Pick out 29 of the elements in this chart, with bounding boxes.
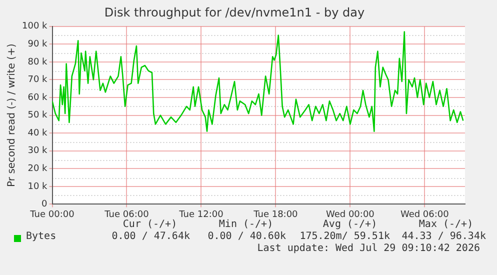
x-tick-label: Tue 12:00 xyxy=(178,210,224,220)
x-tick-label: Tue 18:00 xyxy=(252,210,298,220)
chart-title: Disk throughput for /dev/nvme1n1 - by day xyxy=(104,5,365,20)
y-tick-label: 90 k xyxy=(28,40,48,50)
text: Min (-/+) xyxy=(218,219,274,230)
y-tick-label: 60 k xyxy=(28,92,48,103)
x-tick-label: Tue 06:00 xyxy=(104,210,150,220)
y-tick-label: 0 xyxy=(42,200,48,210)
text: 0.00 / 40.60k xyxy=(208,231,286,242)
text: Max (-/+) xyxy=(418,219,474,230)
y-axis-title: Pr second read (-) / write (+) xyxy=(6,44,18,187)
x-tick-label: Wed 00:00 xyxy=(326,210,375,220)
x-tick-label: Wed 06:00 xyxy=(400,210,450,220)
x-tick-label: Tue 00:00 xyxy=(29,210,75,220)
y-tick-label: 10 k xyxy=(28,182,48,192)
y-tick-label: 40 k xyxy=(28,128,48,138)
text: Avg (-/+) xyxy=(322,219,378,230)
y-tick-label: 80 k xyxy=(28,57,48,68)
y-tick-label: 20 k xyxy=(28,164,48,174)
y-tick-label: 30 k xyxy=(28,146,48,156)
text: Last update: Wed Jul 29 09:10:42 2026 xyxy=(257,243,480,254)
text: 175.20m/ 59.51k xyxy=(300,231,390,242)
text: 44.33 / 96.34k xyxy=(402,231,486,242)
legend-label: Bytes xyxy=(26,231,56,242)
y-tick-label: 50 k xyxy=(28,110,48,121)
y-tick-label: 100 k xyxy=(22,22,48,32)
text: 0.00 / 47.64k xyxy=(112,231,190,242)
text: Cur (-/+) xyxy=(122,219,178,230)
y-tick-label: 70 k xyxy=(28,75,48,86)
